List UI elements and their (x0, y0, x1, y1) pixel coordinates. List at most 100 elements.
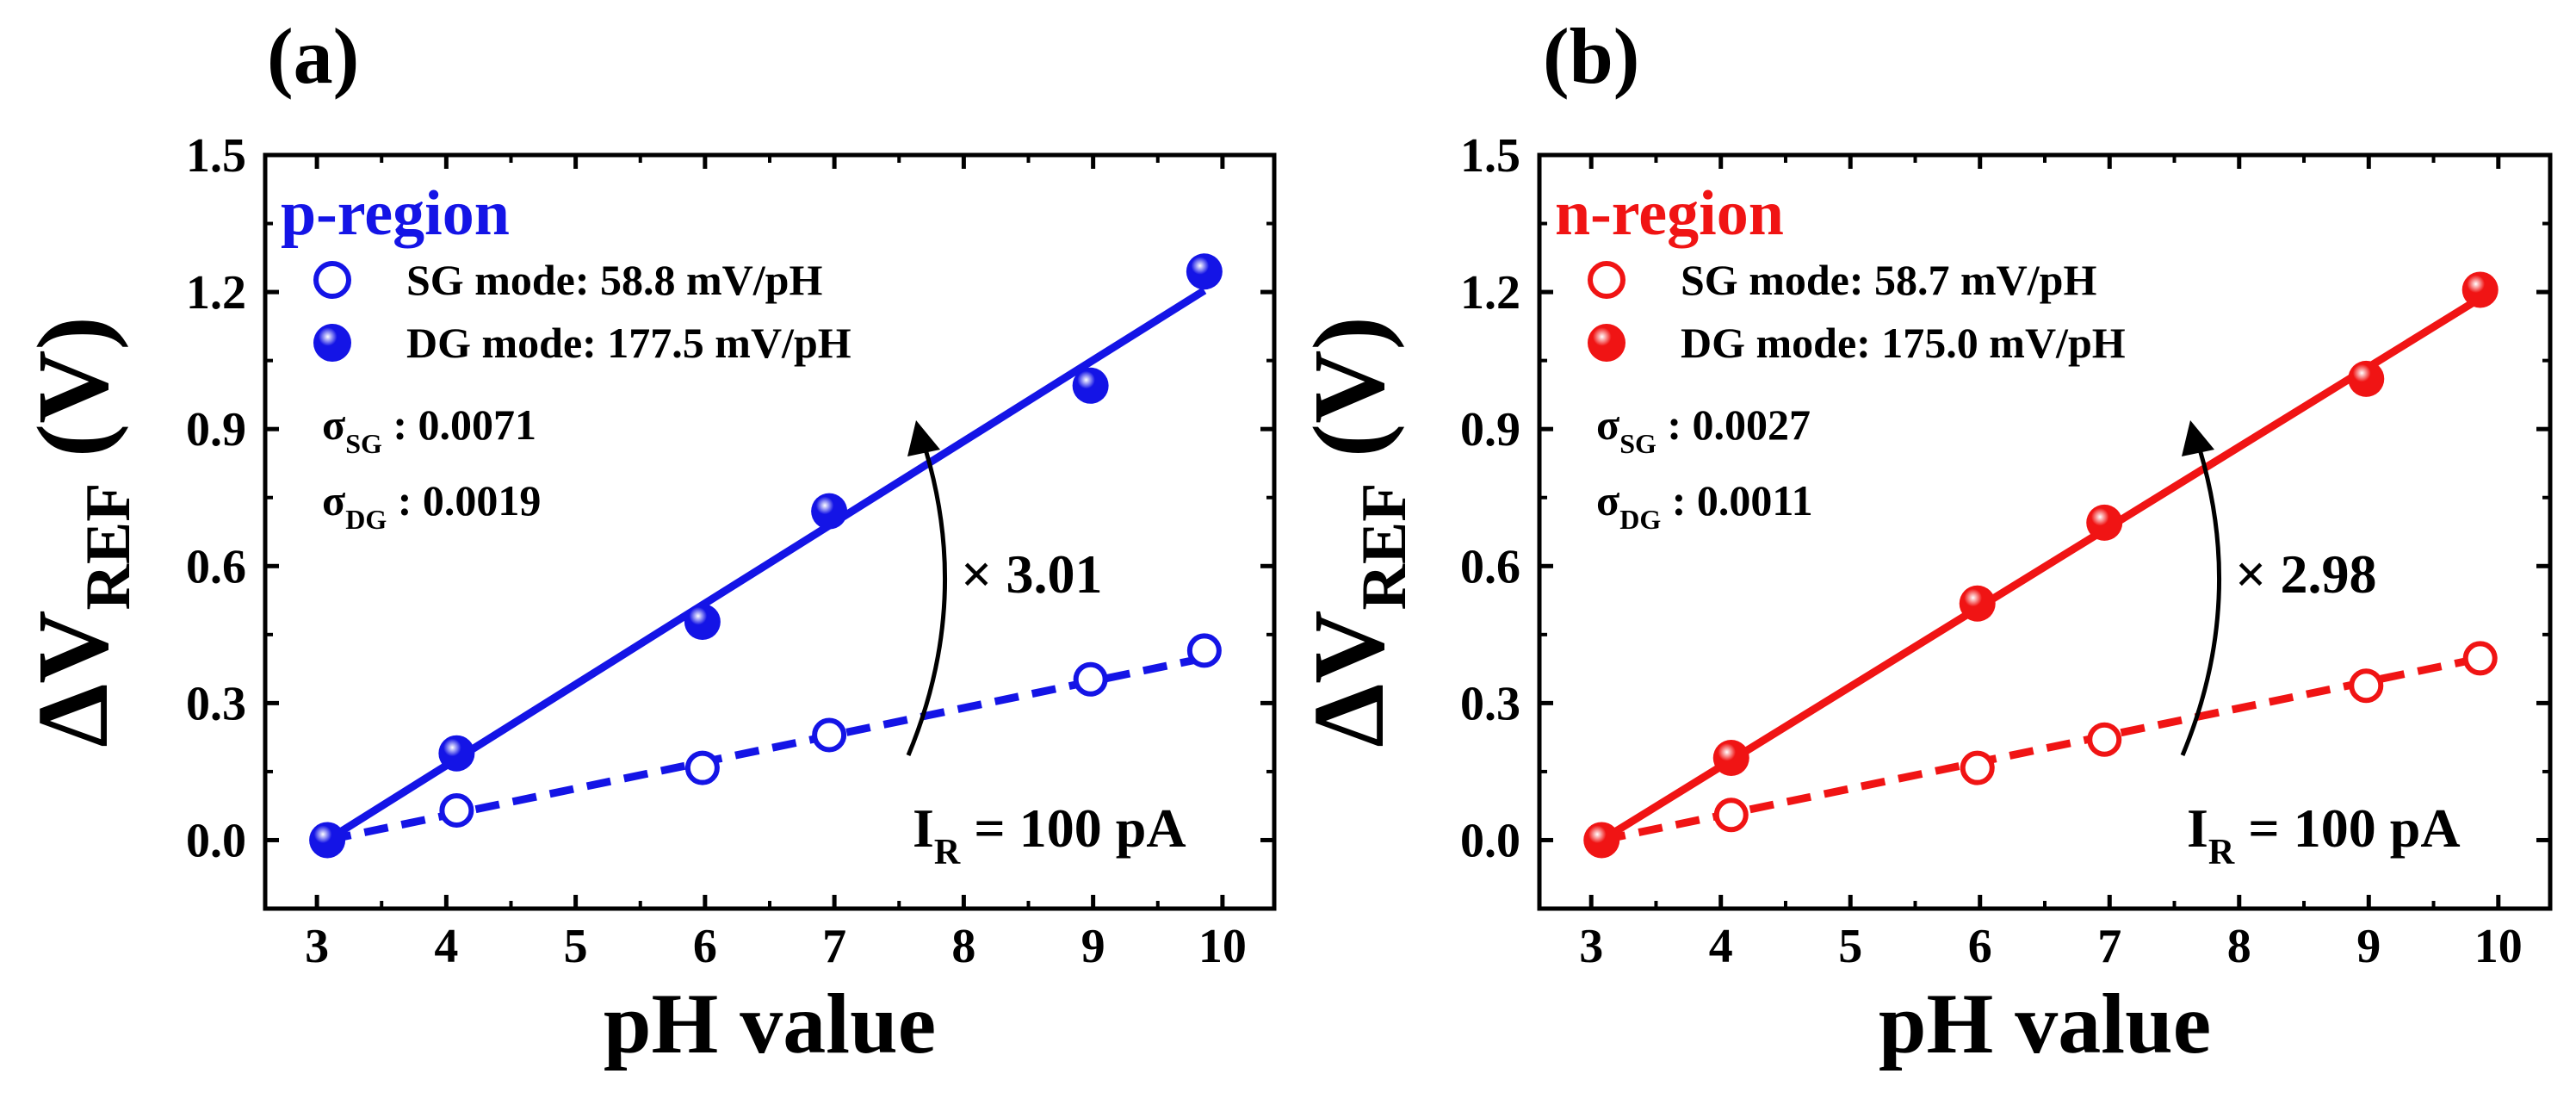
dg-data-point (684, 603, 721, 640)
current-label-main: I (913, 798, 934, 859)
sigma-dg-value: : 0.0011 (1672, 476, 1813, 524)
y-tick-label: 0.9 (1460, 403, 1520, 456)
sigma-sg-subscript: SG (1619, 428, 1656, 459)
legend-sg-label: SG mode: 58.8 mV/pH (406, 256, 822, 304)
x-tick-label: 9 (1081, 920, 1105, 973)
x-tick-label: 6 (1968, 920, 1992, 973)
sg-data-point (1960, 750, 1995, 785)
sigma-dg: σDG : 0.0019 (322, 476, 541, 535)
y-axis-label-main: ΔV (16, 611, 129, 748)
current-label-subscript: R (2208, 833, 2235, 872)
sigma-dg-subscript: DG (1619, 504, 1661, 535)
x-tick-label: 10 (2474, 920, 2523, 973)
y-axis-label-subscript: REF (73, 483, 144, 611)
x-tick-label: 9 (2356, 920, 2381, 973)
dg-data-point (1186, 253, 1223, 290)
sigma-dg-subscript: DG (345, 504, 387, 535)
x-tick-label: 5 (564, 920, 588, 973)
sigma-symbol: σ (1596, 476, 1619, 524)
x-axis-label: pH value (1879, 976, 2211, 1071)
sigma-sg-value: : 0.0071 (393, 400, 536, 449)
ratio-arrow-curve (906, 430, 948, 756)
x-tick-label: 7 (2097, 920, 2121, 973)
dg-fit-line (1599, 295, 2483, 844)
dg-data-point (2461, 271, 2499, 308)
current-label: IR = 100 pA (2187, 798, 2461, 872)
x-tick-label: 10 (1198, 920, 1247, 973)
y-tick-label: 0.6 (1460, 540, 1520, 593)
sg-data-point (2462, 641, 2498, 676)
x-tick-label: 4 (1709, 920, 1733, 973)
ratio-label: × 3.01 (961, 543, 1102, 605)
legend-dg-marker (1588, 324, 1625, 362)
x-tick-label: 8 (951, 920, 975, 973)
y-tick-label: 0.0 (1460, 814, 1520, 867)
sigma-sg-value: : 0.0027 (1667, 400, 1811, 449)
sg-data-point (1073, 661, 1108, 697)
x-tick-label: 7 (822, 920, 846, 973)
y-axis-label-main: ΔV (1292, 611, 1405, 748)
legend-sg-marker (1588, 261, 1625, 299)
sigma-sg: σSG : 0.0027 (1596, 400, 1811, 459)
sigma-symbol: σ (1596, 400, 1619, 449)
sigma-dg: σDG : 0.0011 (1596, 476, 1813, 535)
x-tick-label: 5 (1838, 920, 1862, 973)
x-axis-label: pH value (604, 976, 936, 1071)
region-title: p-region (281, 178, 510, 249)
sigma-sg: σSG : 0.0071 (322, 400, 536, 459)
dg-data-point (438, 735, 475, 772)
dg-data-point (2348, 360, 2385, 397)
region-title: n-region (1555, 178, 1784, 249)
panel-label: (b) (1543, 12, 1639, 100)
y-axis-label-subscript: REF (1349, 483, 1420, 611)
dg-data-point (309, 822, 346, 859)
y-axis-label-unit: (V) (1292, 316, 1405, 457)
sigma-dg-value: : 0.0019 (398, 476, 542, 524)
sigma-sg-subscript: SG (345, 428, 382, 459)
y-tick-label: 0.6 (186, 540, 246, 593)
ratio-label: × 2.98 (2235, 543, 2376, 605)
current-label: IR = 100 pA (913, 798, 1186, 872)
y-tick-label: 1.2 (186, 266, 246, 320)
current-label-subscript: R (934, 833, 961, 872)
current-label-main: I (2187, 798, 2208, 859)
y-tick-label: 0.0 (186, 814, 246, 867)
sg-data-point (439, 792, 474, 828)
sg-data-point (812, 717, 847, 753)
y-axis-label-unit: (V) (16, 316, 129, 457)
y-tick-label: 1.5 (186, 129, 246, 183)
x-tick-label: 6 (693, 920, 717, 973)
dg-data-point (1712, 740, 1749, 776)
legend-sg-label: SG mode: 58.7 mV/pH (1681, 256, 2096, 304)
sg-data-point (2349, 668, 2384, 704)
sg-data-point (684, 750, 720, 785)
legend-dg-label: DG mode: 177.5 mV/pH (406, 319, 851, 367)
ratio-arrow-curve (2180, 430, 2222, 756)
sigma-symbol: σ (322, 476, 345, 524)
current-label-value: = 100 pA (974, 798, 1186, 859)
x-tick-label: 3 (1579, 920, 1603, 973)
chart-panel-a: (a) 3 4 5 6 7 8 9 10 0.0 0.3 0.6 0.9 1.2 1.5 pH value ΔV… (16, 12, 1277, 1071)
dg-data-point (1072, 367, 1109, 404)
panel-label: (a) (267, 12, 359, 100)
dg-data-point (811, 493, 848, 530)
ratio-arrow-head (2182, 420, 2214, 456)
legend-sg-marker (313, 261, 351, 299)
x-tick-label: 8 (2227, 920, 2251, 973)
y-axis-label: ΔVREF (V) (1292, 316, 1420, 748)
dg-data-point (1583, 822, 1620, 859)
legend-dg-marker (313, 324, 351, 362)
sg-data-point (1713, 798, 1749, 833)
y-tick-label: 0.9 (186, 403, 246, 456)
legend-dg-label: DG mode: 175.0 mV/pH (1681, 319, 2126, 367)
y-tick-label: 0.3 (186, 677, 246, 730)
y-tick-label: 1.5 (1460, 129, 1520, 183)
ratio-arrow-head (907, 420, 940, 456)
current-label-value: = 100 pA (2248, 798, 2460, 859)
sg-data-point (1186, 633, 1222, 668)
x-tick-label: 3 (305, 920, 329, 973)
y-tick-label: 1.2 (1460, 266, 1520, 320)
y-tick-label: 0.3 (1460, 677, 1520, 730)
chart-panel-b: (b) 3 4 5 6 7 8 9 10 0.0 0.3 0.6 0.9 1.2 1.5 pH value ΔV… (1292, 12, 2553, 1071)
